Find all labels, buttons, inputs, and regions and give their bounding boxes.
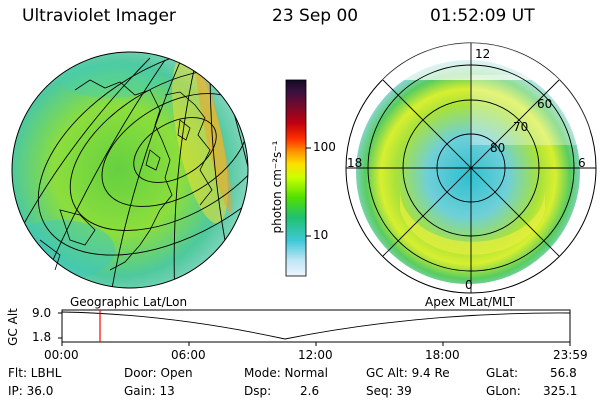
- altitude-xtick-2359: 23:59: [553, 348, 588, 362]
- polar-map-label: Apex MLat/MLT: [425, 295, 515, 309]
- geo-map-label: Geographic Lat/Lon: [70, 295, 188, 309]
- polar-grid: [346, 43, 596, 293]
- altitude-ytick-1-8: 1.8: [32, 330, 52, 344]
- altitude-xtick-0000: 00:00: [44, 348, 79, 362]
- glon-label: GLon:: [486, 384, 521, 398]
- colorbar-label-10: 10: [313, 228, 329, 242]
- mode-status: Mode: Normal: [244, 366, 328, 380]
- gain-status: Gain: 13: [124, 384, 175, 398]
- mlt-label-0: 0: [465, 278, 473, 292]
- colorbar-label-100: 100: [313, 140, 336, 154]
- altitude-xtick-0600: 06:00: [171, 348, 206, 362]
- mlt-label-12: 12: [475, 47, 491, 61]
- glat-value: 56.8: [550, 366, 577, 380]
- colorbar-gradient: [285, 79, 307, 277]
- mlt-label-18: 18: [347, 156, 363, 170]
- instrument-title: Ultraviolet Imager: [22, 6, 176, 26]
- altitude-xtick-1800: 18:00: [425, 348, 460, 362]
- mlat-label-60: 60: [537, 97, 553, 111]
- ip-status: IP: 36.0: [8, 384, 54, 398]
- mlat-label-80: 80: [490, 141, 506, 155]
- time-label: 01:52:09 UT: [430, 6, 535, 26]
- polar-map: [345, 42, 597, 294]
- geo-limb: [11, 51, 249, 289]
- altitude-x-ticks: [58, 312, 571, 346]
- altitude-ytick-9: 9.0: [32, 306, 52, 320]
- colorbar-unit-label: photon cm⁻²s⁻¹: [270, 140, 284, 234]
- altitude-plot-frame: [61, 309, 571, 343]
- colorbar: [285, 79, 311, 277]
- altitude-ylabel: GC Alt: [6, 308, 20, 346]
- mlt-label-6: 6: [578, 156, 586, 170]
- dsp-value: 2.6: [300, 384, 320, 398]
- filter-status: Flt: LBHL: [8, 366, 62, 380]
- altitude-curve: [61, 311, 571, 340]
- altitude-xtick-1200: 12:00: [298, 348, 333, 362]
- altitude-plot: [58, 309, 571, 346]
- glon-value: 325.1: [543, 384, 578, 398]
- glat-label: GLat:: [486, 366, 519, 380]
- geographic-map: [11, 51, 249, 289]
- mlat-label-70: 70: [513, 120, 529, 134]
- geo-coastlines: [39, 79, 213, 271]
- dsp-label: Dsp:: [244, 384, 272, 398]
- door-status: Door: Open: [124, 366, 193, 380]
- date-label: 23 Sep 00: [272, 6, 359, 26]
- gc-alt-status: GC Alt: 9.4 Re: [366, 366, 450, 380]
- seq-status: Seq: 39: [366, 384, 412, 398]
